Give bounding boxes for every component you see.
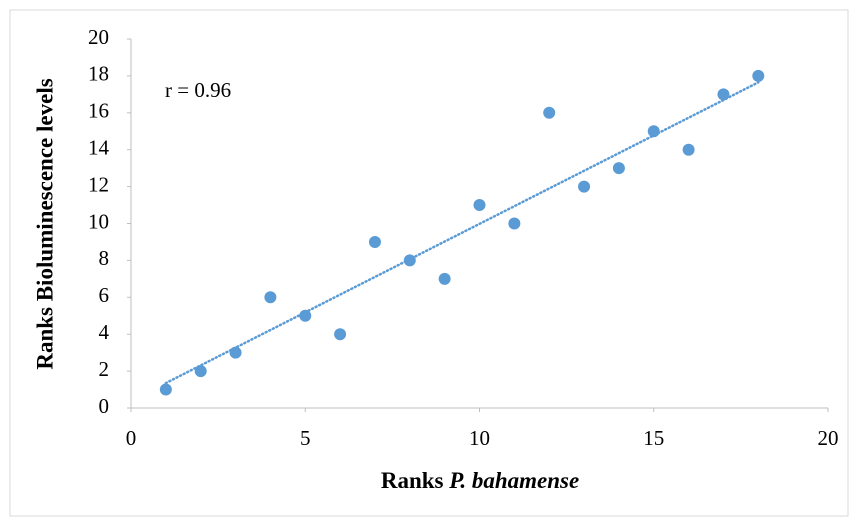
x-label-italic: P. bahamense [448,468,579,493]
x-axis-label: Ranks P. bahamense [381,468,579,493]
point [473,199,486,212]
point [403,254,416,267]
point [438,272,451,285]
x-tick-label: 10 [469,426,490,450]
x-tick-label: 15 [643,426,664,450]
point [159,383,172,396]
x-tick-label: 0 [126,426,137,450]
point [299,309,312,322]
point [682,143,695,156]
point [578,180,591,193]
y-tick-label: 18 [88,62,109,86]
point [612,162,625,175]
chart-border [9,9,849,517]
y-tick-label: 8 [99,246,110,270]
point [264,291,277,304]
y-tick-label: 16 [88,99,109,123]
x-tick-label: 20 [818,426,839,450]
point [229,346,242,359]
point [508,217,521,230]
annotation: r = 0.96 [165,78,231,102]
y-tick-label: 20 [88,25,109,49]
y-tick-label: 6 [99,283,110,307]
y-tick-label: 0 [99,394,110,418]
y-axis-label: Ranks Bioluminescence levels [32,78,57,369]
point [543,106,556,119]
point [647,125,660,138]
y-tick-label: 10 [88,209,109,233]
x-tick-label: 5 [300,426,311,450]
point [334,328,347,341]
y-tick-label: 14 [88,136,110,160]
y-tick-label: 12 [88,172,109,196]
point [194,365,207,378]
point [717,88,730,101]
y-tick-label: 2 [99,357,110,381]
point [752,69,765,82]
point [368,235,381,248]
x-label-text: Ranks [381,468,444,493]
y-tick-label: 4 [99,320,110,344]
